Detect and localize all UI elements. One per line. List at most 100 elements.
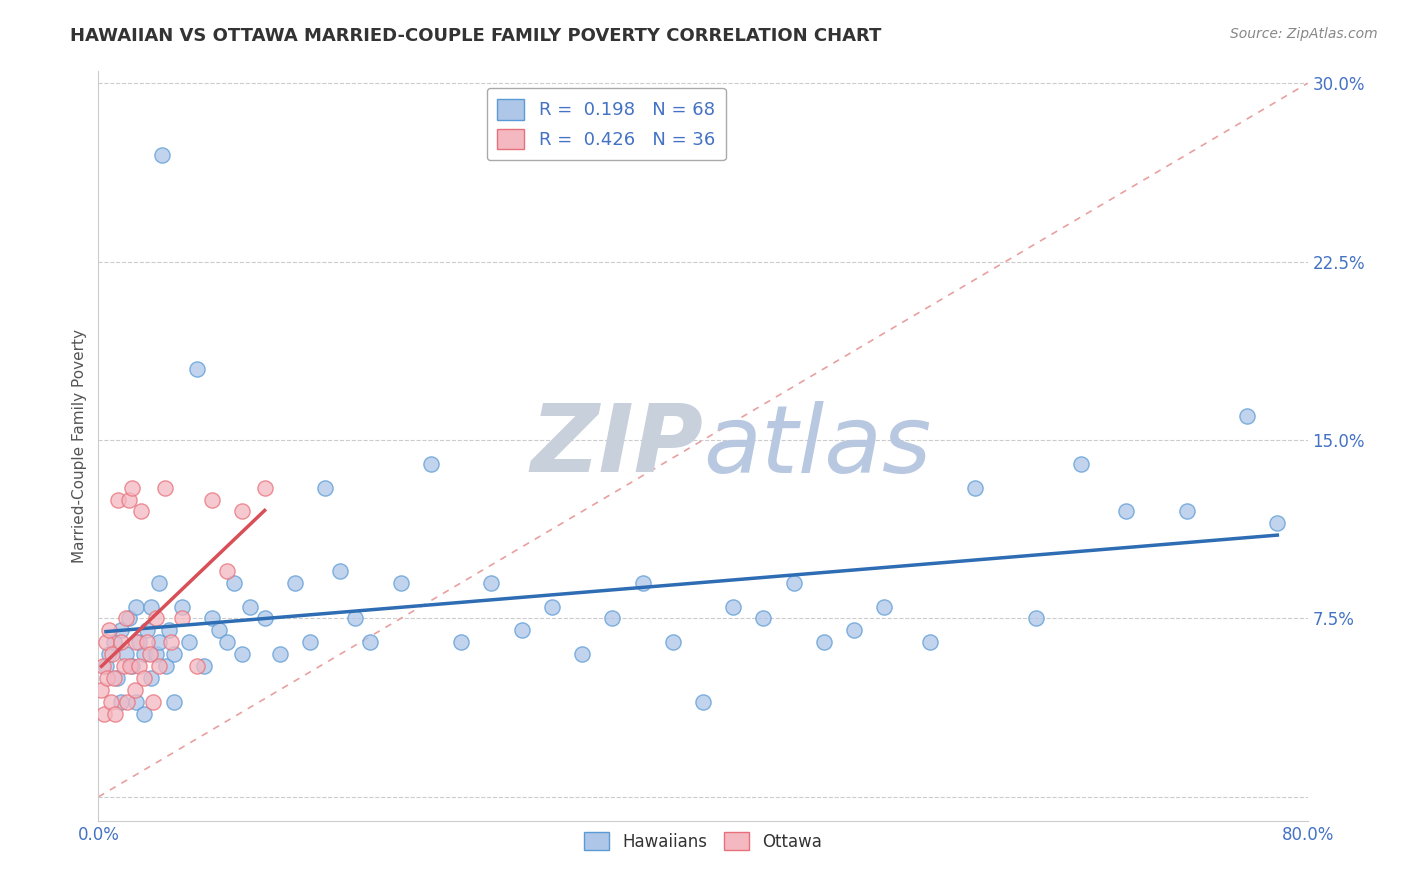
- Point: [128, 635, 150, 649]
- Point: [98, 624, 121, 638]
- Point: [163, 647, 186, 661]
- Point: [389, 575, 412, 590]
- Point: [115, 695, 138, 709]
- Point: [170, 599, 193, 614]
- Point: [602, 611, 624, 625]
- Point: [965, 481, 987, 495]
- Point: [224, 575, 246, 590]
- Point: [215, 635, 238, 649]
- Point: [90, 682, 112, 697]
- Point: [1236, 409, 1258, 424]
- Point: [107, 492, 129, 507]
- Point: [145, 647, 167, 661]
- Point: [163, 695, 186, 709]
- Point: [91, 659, 114, 673]
- Point: [135, 635, 157, 649]
- Point: [98, 647, 121, 661]
- Point: [314, 481, 336, 495]
- Point: [186, 659, 208, 673]
- Point: [129, 504, 152, 518]
- Point: [125, 599, 148, 614]
- Point: [179, 635, 201, 649]
- Point: [112, 659, 135, 673]
- Point: [103, 635, 125, 649]
- Point: [1115, 504, 1137, 518]
- Point: [103, 671, 125, 685]
- Point: [1024, 611, 1046, 625]
- Point: [125, 695, 148, 709]
- Point: [360, 635, 382, 649]
- Point: [873, 599, 896, 614]
- Point: [284, 575, 307, 590]
- Point: [1070, 457, 1092, 471]
- Point: [118, 611, 141, 625]
- Point: [918, 635, 941, 649]
- Point: [631, 575, 654, 590]
- Point: [540, 599, 562, 614]
- Point: [329, 564, 352, 578]
- Point: [299, 635, 322, 649]
- Point: [141, 671, 163, 685]
- Point: [124, 682, 146, 697]
- Point: [571, 647, 593, 661]
- Point: [481, 575, 503, 590]
- Point: [148, 635, 170, 649]
- Point: [193, 659, 215, 673]
- Point: [844, 624, 866, 638]
- Point: [148, 575, 170, 590]
- Text: ZIP: ZIP: [530, 400, 703, 492]
- Point: [783, 575, 806, 590]
- Point: [142, 695, 165, 709]
- Point: [121, 659, 143, 673]
- Point: [139, 647, 162, 661]
- Point: [96, 671, 118, 685]
- Point: [104, 706, 127, 721]
- Point: [148, 659, 170, 673]
- Point: [114, 647, 136, 661]
- Point: [239, 599, 262, 614]
- Point: [450, 635, 472, 649]
- Point: [253, 611, 276, 625]
- Text: Source: ZipAtlas.com: Source: ZipAtlas.com: [1230, 27, 1378, 41]
- Point: [132, 647, 155, 661]
- Point: [510, 624, 533, 638]
- Point: [94, 659, 117, 673]
- Point: [110, 635, 132, 649]
- Point: [201, 611, 224, 625]
- Point: [93, 706, 115, 721]
- Point: [110, 624, 132, 638]
- Point: [420, 457, 443, 471]
- Point: [135, 624, 157, 638]
- Text: atlas: atlas: [703, 401, 931, 491]
- Point: [186, 361, 208, 376]
- Point: [141, 599, 163, 614]
- Point: [170, 611, 193, 625]
- Point: [159, 624, 181, 638]
- Legend: Hawaiians, Ottawa: Hawaiians, Ottawa: [578, 826, 828, 857]
- Point: [155, 659, 177, 673]
- Point: [661, 635, 683, 649]
- Point: [132, 706, 155, 721]
- Point: [160, 635, 183, 649]
- Point: [269, 647, 291, 661]
- Point: [1267, 516, 1289, 531]
- Point: [231, 504, 253, 518]
- Point: [114, 611, 136, 625]
- Point: [253, 481, 276, 495]
- Point: [121, 481, 143, 495]
- Point: [150, 147, 173, 161]
- Text: HAWAIIAN VS OTTAWA MARRIED-COUPLE FAMILY POVERTY CORRELATION CHART: HAWAIIAN VS OTTAWA MARRIED-COUPLE FAMILY…: [70, 27, 882, 45]
- Point: [231, 647, 253, 661]
- Y-axis label: Married-Couple Family Poverty: Married-Couple Family Poverty: [72, 329, 87, 563]
- Point: [110, 695, 132, 709]
- Point: [101, 647, 124, 661]
- Point: [752, 611, 775, 625]
- Point: [118, 492, 141, 507]
- Point: [128, 659, 150, 673]
- Point: [125, 635, 148, 649]
- Point: [344, 611, 367, 625]
- Point: [201, 492, 224, 507]
- Point: [132, 671, 155, 685]
- Point: [208, 624, 231, 638]
- Point: [813, 635, 835, 649]
